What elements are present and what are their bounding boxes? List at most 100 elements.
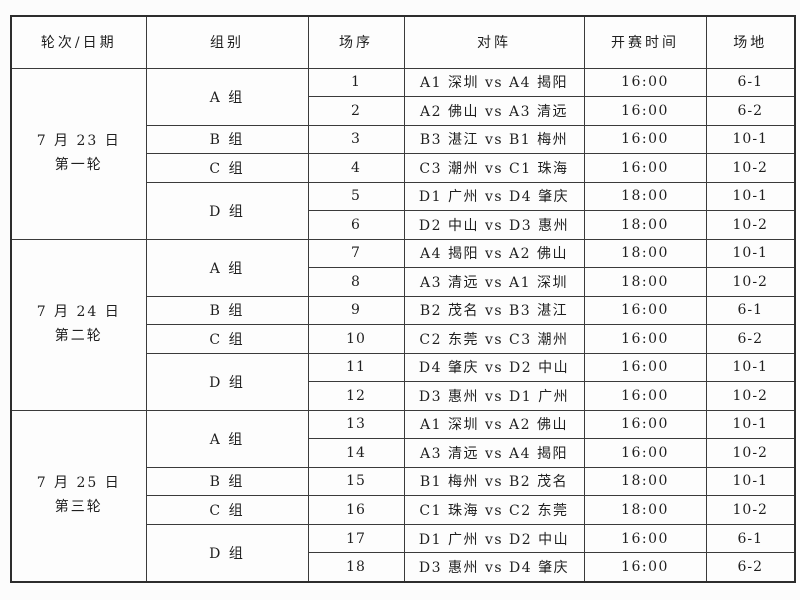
matchup-cell: A1 深圳 vs A4 揭阳: [403, 67, 585, 98]
match-no-cell: 5: [307, 181, 405, 212]
match-no-cell: 10: [307, 324, 405, 354]
match-no-cell: 13: [307, 409, 405, 440]
match-no-cell: 12: [307, 381, 405, 411]
group-cell: A 组: [145, 409, 309, 468]
venue-cell: 10-2: [705, 381, 796, 411]
group-cell: C 组: [145, 324, 309, 354]
matchup-cell: A3 清远 vs A1 深圳: [403, 267, 585, 297]
venue-cell: 10-2: [705, 210, 796, 240]
group-cell: D 组: [145, 523, 309, 583]
table-row: B 组 15 B1 梅州 vs B2 茂名 18:00 10-1: [11, 466, 796, 497]
time-cell: 16:00: [583, 153, 707, 183]
table-row: 8 A3 清远 vs A1 深圳 18:00 10-2: [11, 267, 796, 297]
venue-cell: 10-2: [705, 438, 796, 468]
group-cell: B 组: [145, 466, 309, 497]
match-no-cell: 18: [307, 552, 405, 583]
match-no-cell: 4: [307, 153, 405, 183]
group-cell: B 组: [145, 295, 309, 326]
venue-cell: 6-2: [705, 552, 796, 583]
time-cell: 16:00: [583, 96, 707, 126]
time-cell: 18:00: [583, 181, 707, 212]
group-cell: C 组: [145, 153, 309, 183]
column-header-start-time: 开赛时间: [583, 15, 707, 69]
table-row: 7 月 24 日 第二轮 A 组 7 A4 揭阳 vs A2 佛山 18:00 …: [10, 238, 796, 411]
time-cell: 16:00: [583, 352, 707, 383]
matchup-cell: A1 深圳 vs A2 佛山: [403, 409, 585, 440]
matchup-cell: D3 惠州 vs D1 广州: [403, 381, 585, 411]
match-no-cell: 16: [307, 495, 405, 525]
group-cell: C 组: [145, 495, 309, 525]
time-cell: 16:00: [583, 438, 707, 468]
match-no-cell: 17: [307, 523, 405, 554]
time-cell: 16:00: [583, 409, 707, 440]
round-text: 第一轮: [54, 156, 103, 173]
column-header-matchup: 对阵: [403, 15, 585, 69]
matchup-cell: B3 湛江 vs B1 梅州: [403, 124, 585, 155]
time-cell: 18:00: [583, 466, 707, 497]
matchup-cell: D1 广州 vs D4 肇庆: [403, 181, 585, 212]
group-cell: B 组: [145, 124, 309, 155]
match-no-cell: 11: [307, 352, 405, 383]
table-row: 18 D3 惠州 vs D4 肇庆 16:00 6-2: [11, 552, 796, 583]
match-no-cell: 1: [307, 67, 405, 98]
match-no-cell: 14: [307, 438, 405, 468]
matchup-cell: A4 揭阳 vs A2 佛山: [403, 238, 585, 269]
matchup-cell: A3 清远 vs A4 揭阳: [403, 438, 585, 468]
match-no-cell: 3: [307, 124, 405, 155]
table-row: C 组 4 C3 潮州 vs C1 珠海 16:00 10-2: [11, 153, 796, 183]
venue-cell: 10-2: [705, 267, 796, 297]
header-row: 轮次/日期 组别 场序 对阵 开赛时间 场地: [10, 15, 796, 69]
table-row: 6 D2 中山 vs D3 惠州 18:00 10-2: [11, 210, 796, 240]
date-text: 7 月 24 日: [36, 303, 121, 320]
match-no-cell: 9: [307, 295, 405, 326]
venue-cell: 6-1: [705, 67, 796, 98]
time-cell: 16:00: [583, 324, 707, 354]
venue-cell: 10-1: [705, 124, 796, 155]
venue-cell: 6-1: [705, 295, 796, 326]
table-row: D 组 17 D1 广州 vs D2 中山 16:00 6-1: [11, 523, 796, 583]
time-cell: 16:00: [583, 67, 707, 98]
matchup-cell: B1 梅州 vs B2 茂名: [403, 466, 585, 497]
match-no-cell: 2: [307, 96, 405, 126]
matchup-cell: D2 中山 vs D3 惠州: [403, 210, 585, 240]
match-schedule-table: 轮次/日期 组别 场序 对阵 开赛时间 场地 7 月 23 日 第一轮 A 组 …: [10, 15, 796, 583]
time-cell: 16:00: [583, 381, 707, 411]
column-header-venue: 场地: [705, 15, 796, 69]
matchup-cell: B2 茂名 vs B3 湛江: [403, 295, 585, 326]
matchup-cell: D3 惠州 vs D4 肇庆: [403, 552, 585, 583]
round-date-cell: 7 月 23 日 第一轮: [10, 67, 147, 240]
venue-cell: 6-2: [705, 324, 796, 354]
matchup-cell: C3 潮州 vs C1 珠海: [403, 153, 585, 183]
venue-cell: 6-2: [705, 96, 796, 126]
match-no-cell: 6: [307, 210, 405, 240]
round-text: 第二轮: [54, 327, 103, 344]
round-text: 第三轮: [54, 498, 103, 515]
time-cell: 16:00: [583, 124, 707, 155]
table-row: 12 D3 惠州 vs D1 广州 16:00 10-2: [11, 381, 796, 411]
matchup-cell: D1 广州 vs D2 中山: [403, 523, 585, 554]
venue-cell: 10-1: [705, 466, 796, 497]
date-text: 7 月 25 日: [36, 475, 121, 492]
venue-cell: 10-1: [705, 409, 796, 440]
time-cell: 18:00: [583, 210, 707, 240]
match-no-cell: 15: [307, 466, 405, 497]
round-date-cell: 7 月 25 日 第三轮: [10, 409, 147, 583]
group-cell: A 组: [145, 238, 309, 297]
date-text: 7 月 23 日: [36, 132, 121, 149]
round-date-cell: 7 月 24 日 第二轮: [10, 238, 147, 411]
table-row: 7 月 25 日 第三轮 A 组 13 A1 深圳 vs A2 佛山 16:00…: [10, 409, 796, 583]
matchup-cell: A2 佛山 vs A3 清远: [403, 96, 585, 126]
venue-cell: 10-1: [705, 352, 796, 383]
time-cell: 16:00: [583, 552, 707, 583]
matchup-cell: C1 珠海 vs C2 东莞: [403, 495, 585, 525]
table-row: B 组 3 B3 湛江 vs B1 梅州 16:00 10-1: [11, 124, 796, 155]
time-cell: 18:00: [583, 238, 707, 269]
match-no-cell: 8: [307, 267, 405, 297]
table-row: 14 A3 清远 vs A4 揭阳 16:00 10-2: [11, 438, 796, 468]
column-header-round-date: 轮次/日期: [10, 15, 147, 69]
table-row: 7 月 23 日 第一轮 A 组 1 A1 深圳 vs A4 揭阳 16:00 …: [10, 67, 796, 240]
venue-cell: 10-1: [705, 181, 796, 212]
group-cell: D 组: [145, 352, 309, 411]
table-row: C 组 10 C2 东莞 vs C3 潮州 16:00 6-2: [11, 324, 796, 354]
table-row: D 组 5 D1 广州 vs D4 肇庆 18:00 10-1: [11, 181, 796, 240]
